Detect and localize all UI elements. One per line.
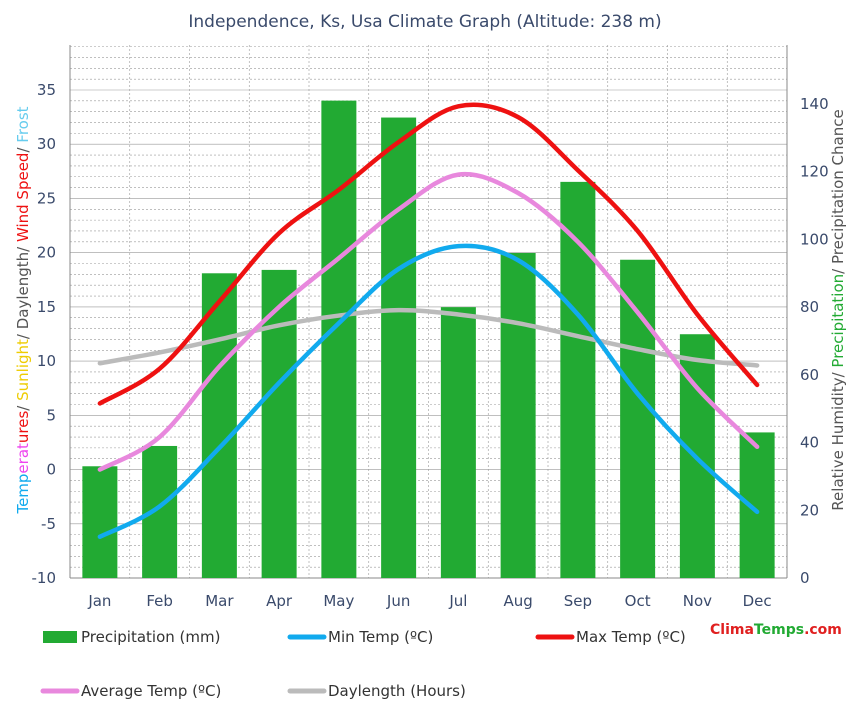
legend-label: Max Temp (ºC) (576, 628, 686, 646)
left-tick-label: 35 (37, 81, 56, 99)
max-temp-line (97, 102, 760, 406)
left-axis-label: Temperatures/ Sunlight/ Daylength/ Wind … (14, 106, 32, 514)
avg-temp-line (97, 171, 760, 472)
precipitation-bar-dec (739, 432, 775, 578)
right-axis-label-part: Relative Humidity/ (829, 368, 847, 511)
precipitation-bar-jul (440, 307, 476, 578)
left-tick-label: 20 (37, 244, 56, 262)
legend-item: Max Temp (ºC) (535, 628, 686, 646)
right-tick-label: 20 (800, 501, 819, 519)
legend-label: Min Temp (ºC) (328, 628, 433, 646)
axis-ticks: -10 -5 0 5 10 15 20 25 30 35 0 20 40 60 80 100 120 140 Jan… (32, 81, 829, 610)
x-tick-label: Apr (266, 592, 293, 610)
series-lines (97, 102, 760, 540)
left-axis-label-part: Temp (14, 474, 32, 515)
left-tick-label: 15 (37, 298, 56, 316)
left-axis-label-part: Wind Speed (14, 153, 32, 243)
right-tick-label: 120 (800, 163, 829, 181)
left-tick-label: 10 (37, 352, 56, 370)
x-tick-label: Jul (448, 592, 467, 610)
left-tick-label: -5 (41, 515, 56, 533)
legend-label: Daylength (Hours) (328, 682, 466, 700)
daylength-line (97, 307, 760, 368)
x-tick-label: Dec (743, 592, 772, 610)
right-tick-label: 40 (800, 434, 819, 452)
left-axis-label-part: Frost (14, 106, 32, 142)
x-tick-label: May (323, 592, 354, 610)
left-tick-label: 0 (46, 461, 56, 479)
left-axis-label-part: / (14, 143, 32, 153)
x-tick-label: Sep (564, 592, 592, 610)
precipitation-bar-sep (560, 181, 596, 578)
x-tick-label: Nov (683, 592, 712, 610)
legend-swatch (43, 631, 77, 643)
precipitation-bar-mar (201, 273, 237, 578)
left-tick-label: 25 (37, 189, 56, 207)
left-axis-label-part: erat (14, 443, 32, 474)
left-tick-label: 5 (46, 406, 56, 424)
right-tick-label: 100 (800, 230, 829, 248)
precipitation-bar-jun (381, 117, 417, 579)
precipitation-bar-aug (500, 252, 536, 578)
brand-part-clima: Clima (710, 622, 754, 638)
brand-part-com: .com (804, 622, 842, 638)
legend-item: Average Temp (ºC) (40, 682, 221, 700)
right-tick-label: 0 (800, 569, 810, 587)
x-tick-label: Feb (146, 592, 173, 610)
legend-item: Daylength (Hours) (287, 682, 466, 700)
legend-label: Average Temp (ºC) (81, 682, 221, 700)
precipitation-bar-jan (82, 466, 118, 578)
left-axis-label-part: ures (14, 411, 32, 444)
left-tick-label: -10 (32, 569, 57, 587)
left-tick-label: 30 (37, 135, 56, 153)
left-axis-label-part: / Daylength/ (14, 242, 32, 339)
right-axis-label: Relative Humidity/ Precipitation/ Precip… (829, 109, 847, 510)
right-axis-label-part: / Precipitation Chance (829, 109, 847, 274)
brand-part-temps: Temps (754, 622, 804, 638)
legend-item: Min Temp (ºC) (287, 628, 433, 646)
x-tick-label: Aug (503, 592, 532, 610)
x-tick-label: Mar (205, 592, 234, 610)
legend: Precipitation (mm) Min Temp (ºC) Max Temp … (40, 628, 686, 700)
brand-logo: ClimaTemps.com (710, 622, 842, 638)
right-tick-label: 140 (800, 95, 829, 113)
precipitation-bar-oct (620, 259, 656, 578)
x-tick-label: Jun (386, 592, 410, 610)
precipitation-bar-may (321, 100, 357, 578)
left-axis-label-part: / (14, 401, 32, 411)
left-axis-label-part: Sunlight (14, 339, 32, 401)
right-axis-label-part: Precipitation (829, 274, 847, 368)
chart-title: Independence, Ks, Usa Climate Graph (Alt… (188, 12, 661, 32)
legend-label: Precipitation (mm) (81, 628, 220, 646)
right-tick-label: 80 (800, 298, 819, 316)
x-tick-label: Oct (625, 592, 651, 610)
right-tick-label: 60 (800, 366, 819, 384)
min-temp-line (97, 243, 760, 540)
precipitation-bars (82, 100, 775, 579)
legend-item: Precipitation (mm) (43, 628, 220, 646)
x-tick-label: Jan (87, 592, 111, 610)
